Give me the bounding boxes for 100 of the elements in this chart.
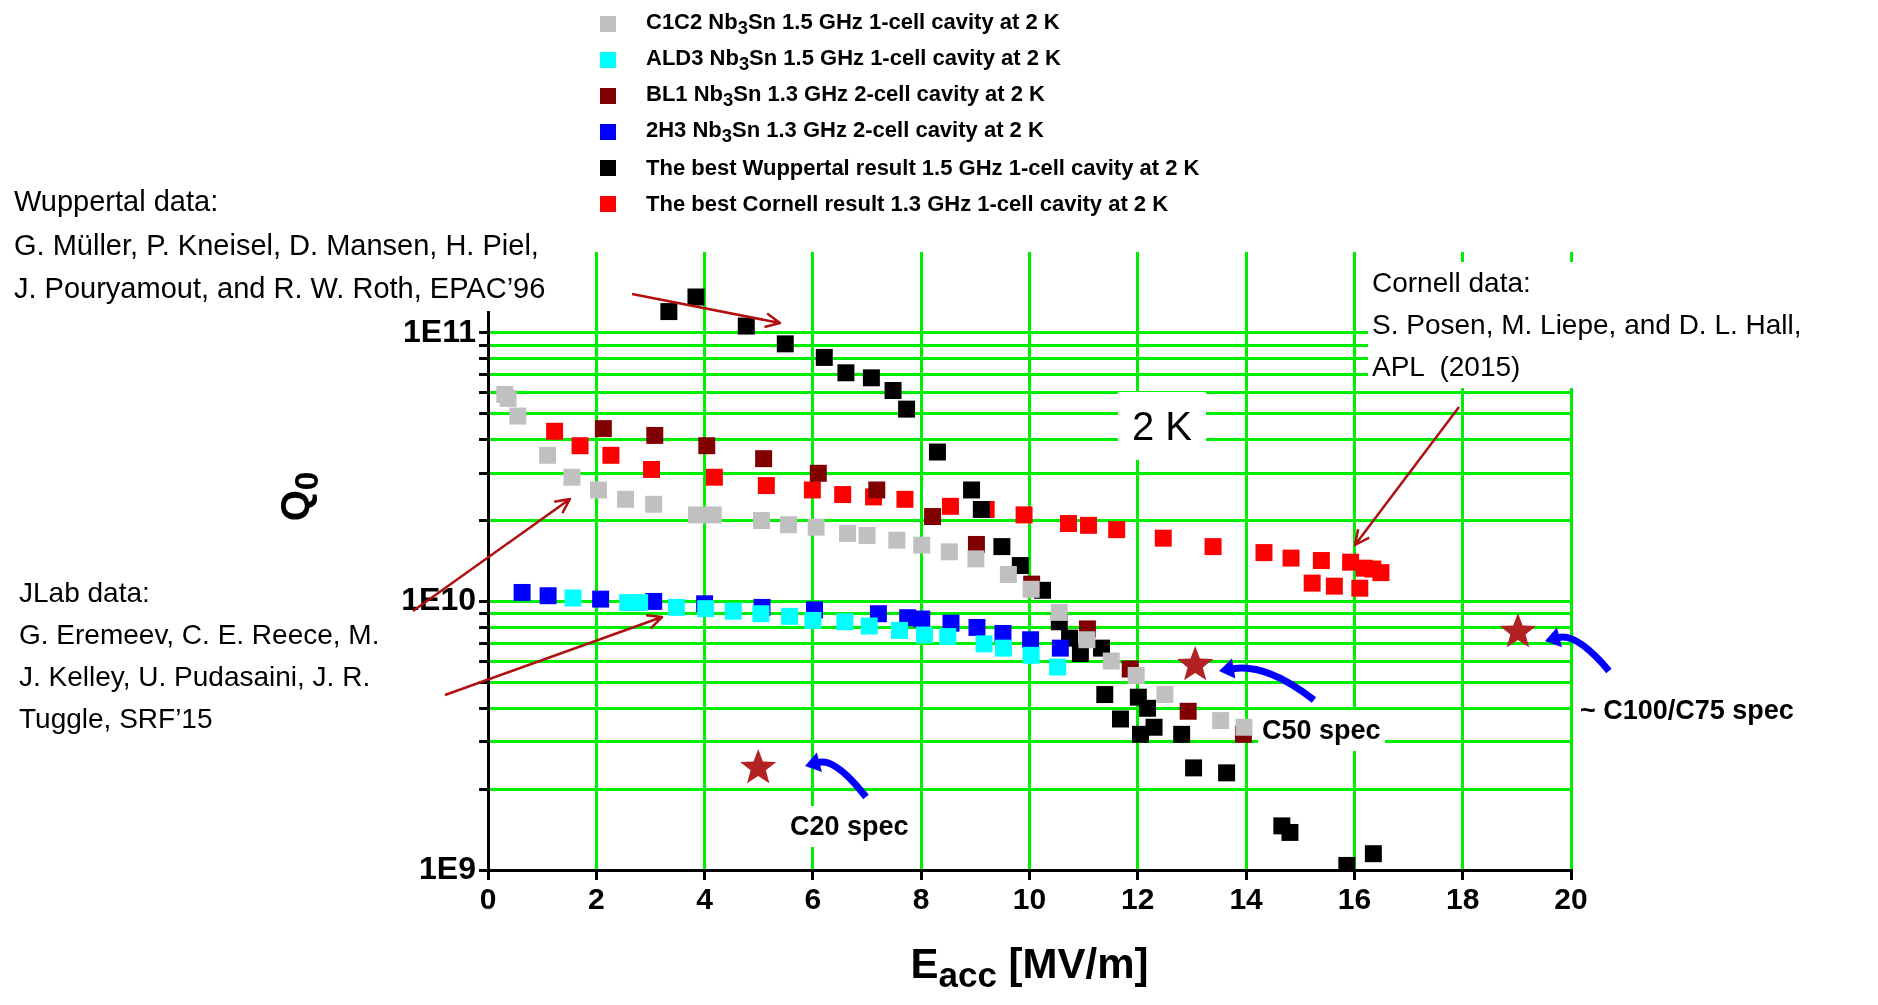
point: [1022, 580, 1040, 598]
point: [804, 611, 822, 629]
point: [896, 490, 914, 508]
point: [509, 407, 527, 425]
x-axis-title: E$_{acc}$ [MV/m]: [909, 940, 1150, 996]
point: [807, 518, 825, 536]
x-tick-label: 18: [1446, 882, 1480, 916]
point: [780, 516, 798, 534]
annotation: 2 K: [1118, 392, 1207, 460]
point: [1204, 538, 1222, 556]
point: [740, 748, 777, 784]
point: [860, 617, 878, 635]
point: [999, 565, 1017, 583]
point: [898, 400, 916, 418]
point: [913, 610, 931, 628]
point: [837, 364, 855, 382]
point: [781, 607, 799, 625]
point: [963, 481, 981, 499]
point: [809, 464, 827, 482]
point: [815, 348, 833, 366]
point: [645, 495, 663, 513]
point: [839, 525, 857, 542]
point: [972, 500, 990, 518]
point: [967, 550, 985, 568]
point: [687, 506, 705, 524]
point: [698, 437, 716, 455]
point: [939, 628, 957, 646]
point: [1235, 718, 1253, 736]
point: [836, 613, 854, 631]
point: [1015, 506, 1033, 524]
point: [757, 477, 775, 495]
point: [1096, 686, 1114, 704]
point: [687, 288, 705, 306]
x-tick-label: 8: [912, 882, 930, 916]
point: [858, 527, 876, 544]
point: [705, 468, 723, 486]
point: [499, 389, 517, 407]
point: [915, 626, 933, 644]
x-tick-label: 2: [587, 882, 605, 916]
annotation: Cornell data: S. Posen, M. Liepe, and D. L. Hall, APL (2015): [1368, 262, 1806, 388]
point: [592, 590, 610, 608]
point: [697, 600, 715, 618]
point: [1255, 544, 1273, 562]
point: [563, 468, 581, 486]
annotation: C50 spec: [1258, 710, 1385, 751]
point: [631, 594, 649, 612]
text: ~ C100/C75 spec: [1576, 690, 1798, 731]
legend-label: 2H3 Nb$_{3}$Sn 1.3 GHz 2-cell cavity at 2 K: [646, 116, 1044, 148]
point: [1325, 577, 1343, 595]
x-tick-label: 0: [479, 882, 497, 916]
point: [1499, 612, 1536, 648]
point: [1154, 529, 1172, 547]
point: [968, 618, 986, 636]
text: JLab data: G. Eremeev, C. E. Reece, M. J. Kelley, U. Pudasaini, J. R. Tuggle, SRF’15: [19, 576, 380, 736]
point: [913, 536, 931, 554]
point: [1127, 666, 1145, 684]
point: [602, 446, 620, 464]
x-tick-label: 12: [1121, 882, 1155, 916]
point: [594, 420, 612, 438]
point: [704, 506, 722, 524]
point: [1212, 712, 1230, 730]
point: [1177, 645, 1214, 681]
point: [995, 639, 1012, 657]
point: [975, 635, 993, 653]
point: [752, 605, 770, 623]
point: [776, 335, 794, 353]
point: [1303, 574, 1321, 592]
point: [660, 303, 678, 321]
point: [1281, 823, 1299, 841]
point: [539, 446, 557, 464]
y-tick-label: 1E9: [419, 849, 476, 886]
point: [667, 598, 685, 616]
legend-label: The best Cornell result 1.3 GHz 1-cell cavity at 2 K: [646, 191, 1169, 217]
point: [1145, 718, 1163, 736]
point: [571, 437, 589, 455]
point: [1080, 516, 1098, 534]
point: [546, 422, 564, 440]
point: [643, 460, 661, 478]
legend-label: BL1 Nb$_{3}$Sn 1.3 GHz 2-cell cavity at 2 K: [646, 80, 1046, 112]
point: [1351, 579, 1369, 597]
point: [803, 481, 821, 499]
point: [513, 583, 531, 601]
point: [834, 486, 852, 504]
point: [1139, 699, 1157, 717]
point: [1173, 725, 1191, 743]
legend-label: The best Wuppertal result 1.5 GHz 1-cell cavity at 2 K: [646, 155, 1200, 181]
x-tick-label: 10: [1012, 882, 1047, 916]
legend-label: C1C2 Nb$_{3}$Sn 1.5 GHz 1-cell cavity at 2 K: [646, 8, 1060, 40]
point: [1185, 759, 1203, 777]
x-tick-label: 16: [1337, 882, 1372, 916]
point: [884, 382, 902, 399]
point: [1050, 603, 1068, 621]
point: [752, 512, 770, 530]
point: [1108, 521, 1126, 539]
point: [1372, 564, 1390, 582]
point: [646, 426, 664, 444]
point: [737, 317, 755, 335]
point: [1022, 646, 1040, 664]
x-tick-label: 14: [1229, 882, 1264, 916]
point: [1022, 631, 1040, 649]
